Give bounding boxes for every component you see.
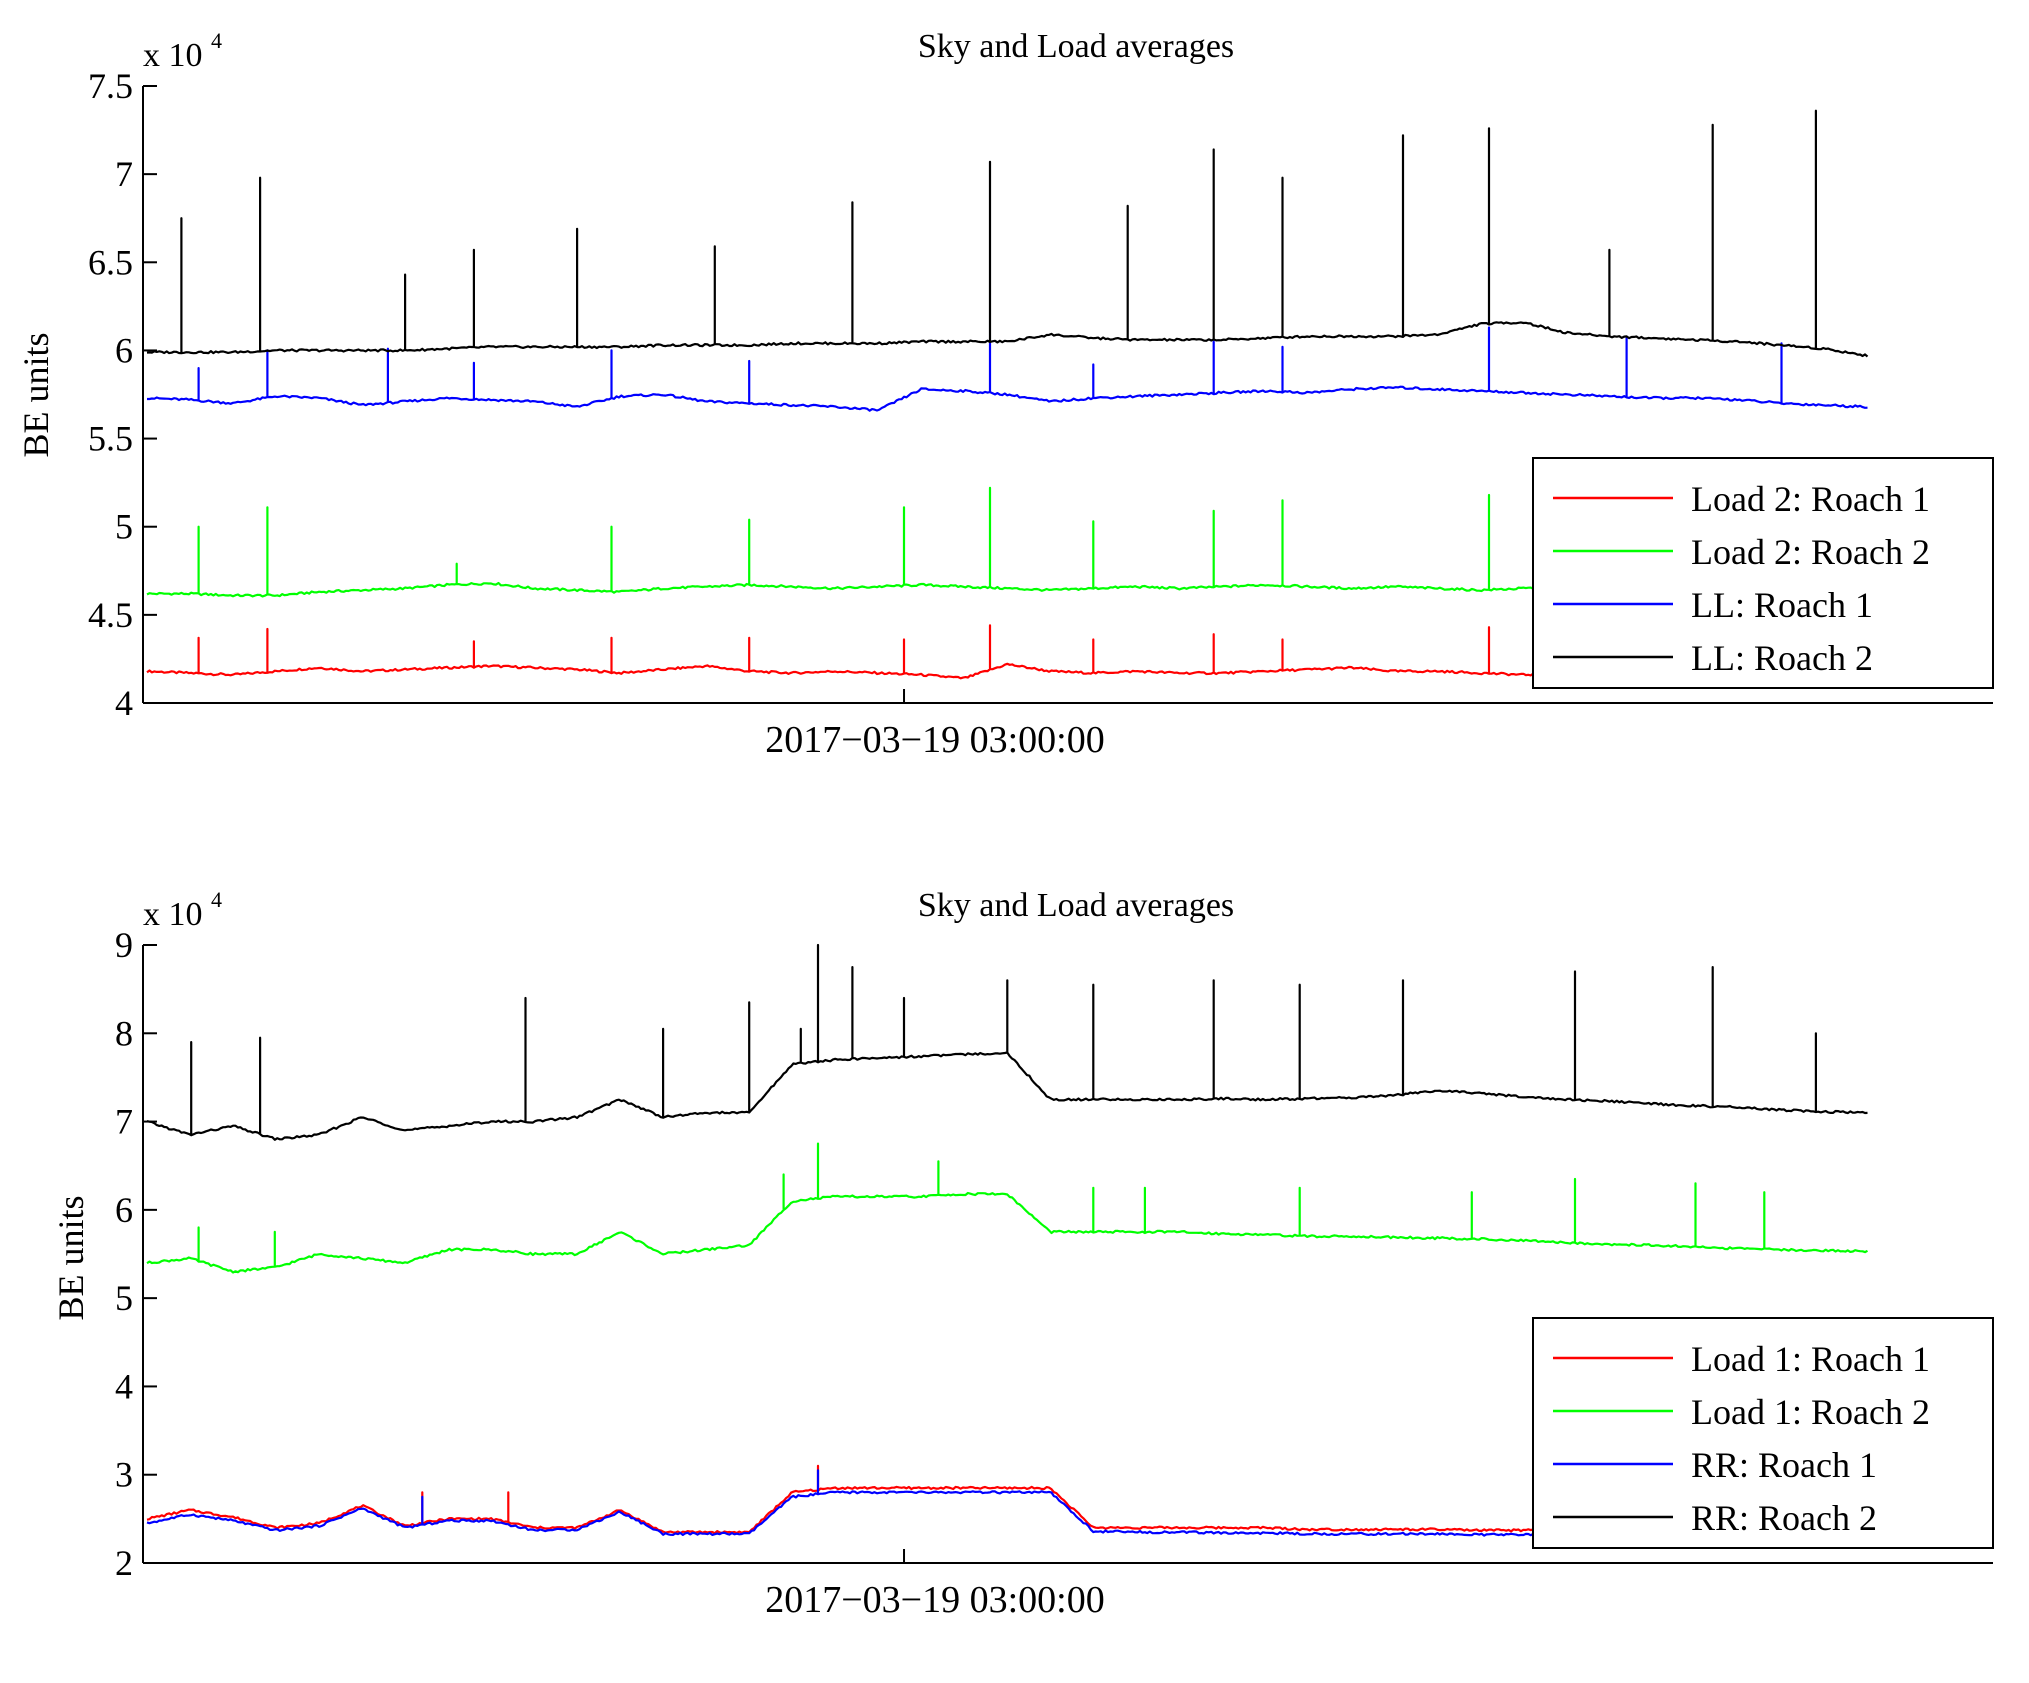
y-tick-label: 7 [115, 1102, 133, 1142]
legend: Load 1: Roach 1 Load 1: Roach 2 RR: Roach … [1532, 1317, 1994, 1549]
y-tick-label: 5 [115, 1278, 133, 1318]
legend-label: RR: Roach 1 [1691, 1445, 1877, 1485]
x-tick-label: 2017−03−19 03:00:00 [765, 719, 1104, 761]
series-line [146, 1142, 1869, 1274]
y-tick-label: 6 [115, 1190, 133, 1230]
legend-label: Load 2: Roach 2 [1691, 532, 1930, 572]
y-axis-label: BE units [16, 332, 56, 457]
y-tick-label: 7.5 [88, 66, 133, 106]
legend-label: Load 1: Roach 1 [1691, 1339, 1930, 1379]
legend-label: LL: Roach 2 [1691, 638, 1873, 678]
legend-box [1532, 457, 1994, 689]
chart-title: Sky and Load averages [918, 28, 1234, 65]
y-tick-label: 7 [115, 154, 133, 194]
legend-label: LL: Roach 1 [1691, 585, 1873, 625]
y-multiplier-exponent: 4 [211, 887, 222, 912]
series-line [147, 326, 1868, 412]
y-axis-label: BE units [51, 1195, 91, 1320]
chart-title: Sky and Load averages [918, 887, 1234, 924]
y-multiplier-exponent: 4 [211, 28, 222, 53]
chart-panel-top: Sky and Load averages x 10 4 BE units 4 4… [16, 28, 1994, 761]
legend-label: Load 1: Roach 2 [1691, 1392, 1930, 1432]
x-tick-label: 2017−03−19 03:00:00 [765, 1579, 1104, 1621]
legend-label: Load 2: Roach 1 [1691, 479, 1930, 519]
y-tick-label: 3 [115, 1455, 133, 1495]
series-line [146, 943, 1868, 1141]
plot-area: 2 3 4 5 6 7 8 9 Load 1: Roach 1 Load 1: Roach 2 RR… [115, 925, 1994, 1583]
chart-panel-bottom: Sky and Load averages x 10 4 BE units 2 3… [51, 887, 1994, 1621]
y-tick-label: 2 [115, 1543, 133, 1583]
y-multiplier: x 10 [143, 896, 203, 933]
y-tick-label: 5 [115, 507, 133, 547]
y-tick-label: 6.5 [88, 242, 133, 282]
y-tick-label: 4.5 [88, 595, 133, 635]
legend: Load 2: Roach 1 Load 2: Roach 2 LL: Roach … [1532, 457, 1994, 689]
y-tick-label: 4 [115, 683, 133, 723]
series-line [146, 109, 1869, 358]
y-tick-label: 9 [115, 925, 133, 965]
legend-label: RR: Roach 2 [1691, 1498, 1877, 1538]
y-multiplier: x 10 [143, 37, 203, 74]
legend-box [1532, 1317, 1994, 1549]
y-tick-label: 6 [115, 330, 133, 370]
y-tick-label: 4 [115, 1366, 133, 1406]
y-tick-label: 5.5 [88, 419, 133, 459]
y-tick-label: 8 [115, 1013, 133, 1053]
